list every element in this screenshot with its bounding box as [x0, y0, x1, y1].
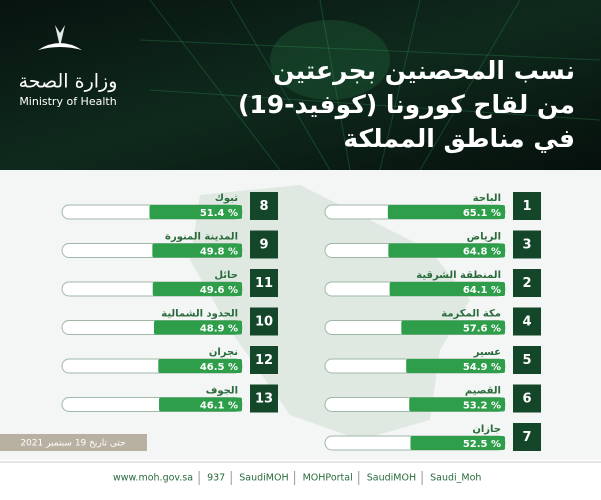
rank: 2	[522, 276, 531, 291]
ministry-ar: وزارة الصحة	[19, 71, 118, 93]
value-label: 46.5 %	[200, 362, 238, 373]
rank-box	[250, 192, 278, 220]
region-label: حائل	[214, 270, 238, 281]
rank: 7	[522, 430, 531, 445]
logo	[38, 25, 82, 50]
rank-box	[250, 346, 278, 374]
bar	[152, 243, 242, 258]
rank: 3	[522, 238, 531, 253]
value-label: 49.8 %	[200, 247, 238, 258]
title-line: من لقاح كورونا (كوفيد-19)	[238, 90, 575, 120]
region-label: تبوك	[215, 193, 239, 204]
value-label: 54.9 %	[463, 362, 501, 373]
region-label: الباحة	[473, 193, 501, 204]
bar	[153, 320, 242, 335]
bar	[388, 243, 505, 258]
bar	[401, 320, 505, 335]
date-note: حتى تاريخ 19 سبتمبر 2021	[20, 439, 125, 449]
title-line: في مناطق المملكة	[343, 124, 575, 154]
rank-box	[250, 230, 278, 259]
region-label: نجران	[209, 347, 238, 358]
bar	[149, 205, 242, 219]
value-label: 64.8 %	[463, 247, 501, 258]
value-label: 49.6 %	[200, 285, 238, 296]
rank: 4	[522, 315, 531, 330]
rank: 8	[259, 199, 268, 214]
value-label: 48.9 %	[200, 324, 238, 335]
bar	[389, 282, 505, 296]
region-label: المنطقة الشرقية	[416, 270, 501, 281]
ministry-en: Ministry of Health	[19, 95, 116, 108]
rank: 11	[255, 276, 273, 291]
rank: 5	[522, 353, 531, 368]
rank-box	[513, 230, 541, 259]
footer-link: www.moh.gov.sa	[113, 473, 193, 484]
footer-link: Saudi_Moh	[430, 473, 481, 484]
value-label: 57.6 %	[463, 324, 501, 335]
region-label: جازان	[472, 424, 501, 435]
bar	[409, 397, 505, 412]
glow	[270, 20, 390, 100]
rank: 10	[255, 315, 273, 330]
value-label: 65.1 %	[463, 208, 501, 219]
value-label: 53.2 %	[463, 401, 501, 412]
rank: 12	[255, 353, 273, 368]
footer: www.moh.gov.sa 937 SaudiMOH MOHPortal SaudiM…	[113, 471, 481, 485]
circuit-lines	[139, 0, 601, 171]
region-label: الرياض	[467, 232, 501, 243]
bar	[410, 436, 505, 450]
footer-link: SaudiMOH	[239, 473, 288, 484]
footer-link: SaudiMOH	[367, 473, 416, 484]
rank-box	[513, 384, 541, 413]
bar	[387, 205, 505, 219]
value-label: 51.4 %	[200, 208, 238, 219]
rank: 6	[522, 392, 531, 407]
rank-box	[513, 423, 541, 451]
value-label: 46.1 %	[200, 401, 238, 412]
rank-box	[250, 384, 278, 413]
value-label: 64.1 %	[463, 285, 501, 296]
bar	[152, 282, 242, 296]
rank-box	[250, 307, 278, 336]
region-label: مكة المكرمة	[441, 309, 501, 320]
rank: 9	[259, 238, 268, 253]
rank-box	[513, 269, 541, 297]
region-label: الجوف	[206, 386, 238, 397]
header-bg	[0, 0, 601, 170]
footer-link: 937	[207, 473, 225, 484]
bar	[158, 359, 242, 373]
region-label: القصيم	[465, 386, 501, 397]
region-label: الحدود الشمالية	[161, 309, 238, 320]
rank-box	[250, 269, 278, 297]
rank: 1	[522, 199, 531, 214]
bar	[159, 397, 242, 412]
region-label: عسير	[473, 347, 501, 358]
rank-box	[513, 307, 541, 336]
value-label: 52.5 %	[463, 439, 501, 450]
bar	[406, 359, 505, 373]
rank-box	[513, 346, 541, 374]
rank-box	[513, 192, 541, 220]
title-line: نسب المحصنين بجرعتين	[273, 56, 575, 86]
region-label: المدينة المنورة	[165, 232, 238, 243]
rank: 13	[255, 392, 273, 407]
footer-link: MOHPortal	[303, 473, 353, 484]
date-box	[0, 434, 147, 451]
